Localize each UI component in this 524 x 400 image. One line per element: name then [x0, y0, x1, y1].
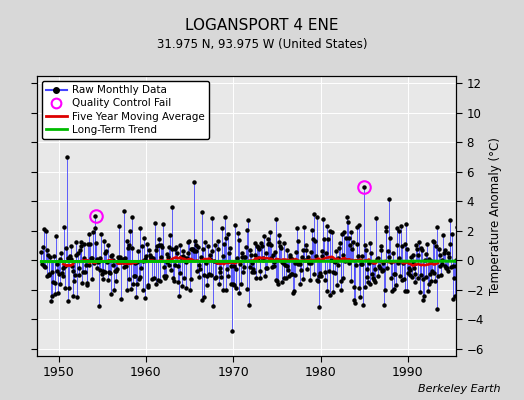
Text: LOGANSPORT 4 ENE: LOGANSPORT 4 ENE [185, 18, 339, 33]
Text: 31.975 N, 93.975 W (United States): 31.975 N, 93.975 W (United States) [157, 38, 367, 51]
Text: Berkeley Earth: Berkeley Earth [418, 384, 500, 394]
Y-axis label: Temperature Anomaly (°C): Temperature Anomaly (°C) [489, 137, 502, 295]
Legend: Raw Monthly Data, Quality Control Fail, Five Year Moving Average, Long-Term Tren: Raw Monthly Data, Quality Control Fail, … [42, 81, 209, 139]
